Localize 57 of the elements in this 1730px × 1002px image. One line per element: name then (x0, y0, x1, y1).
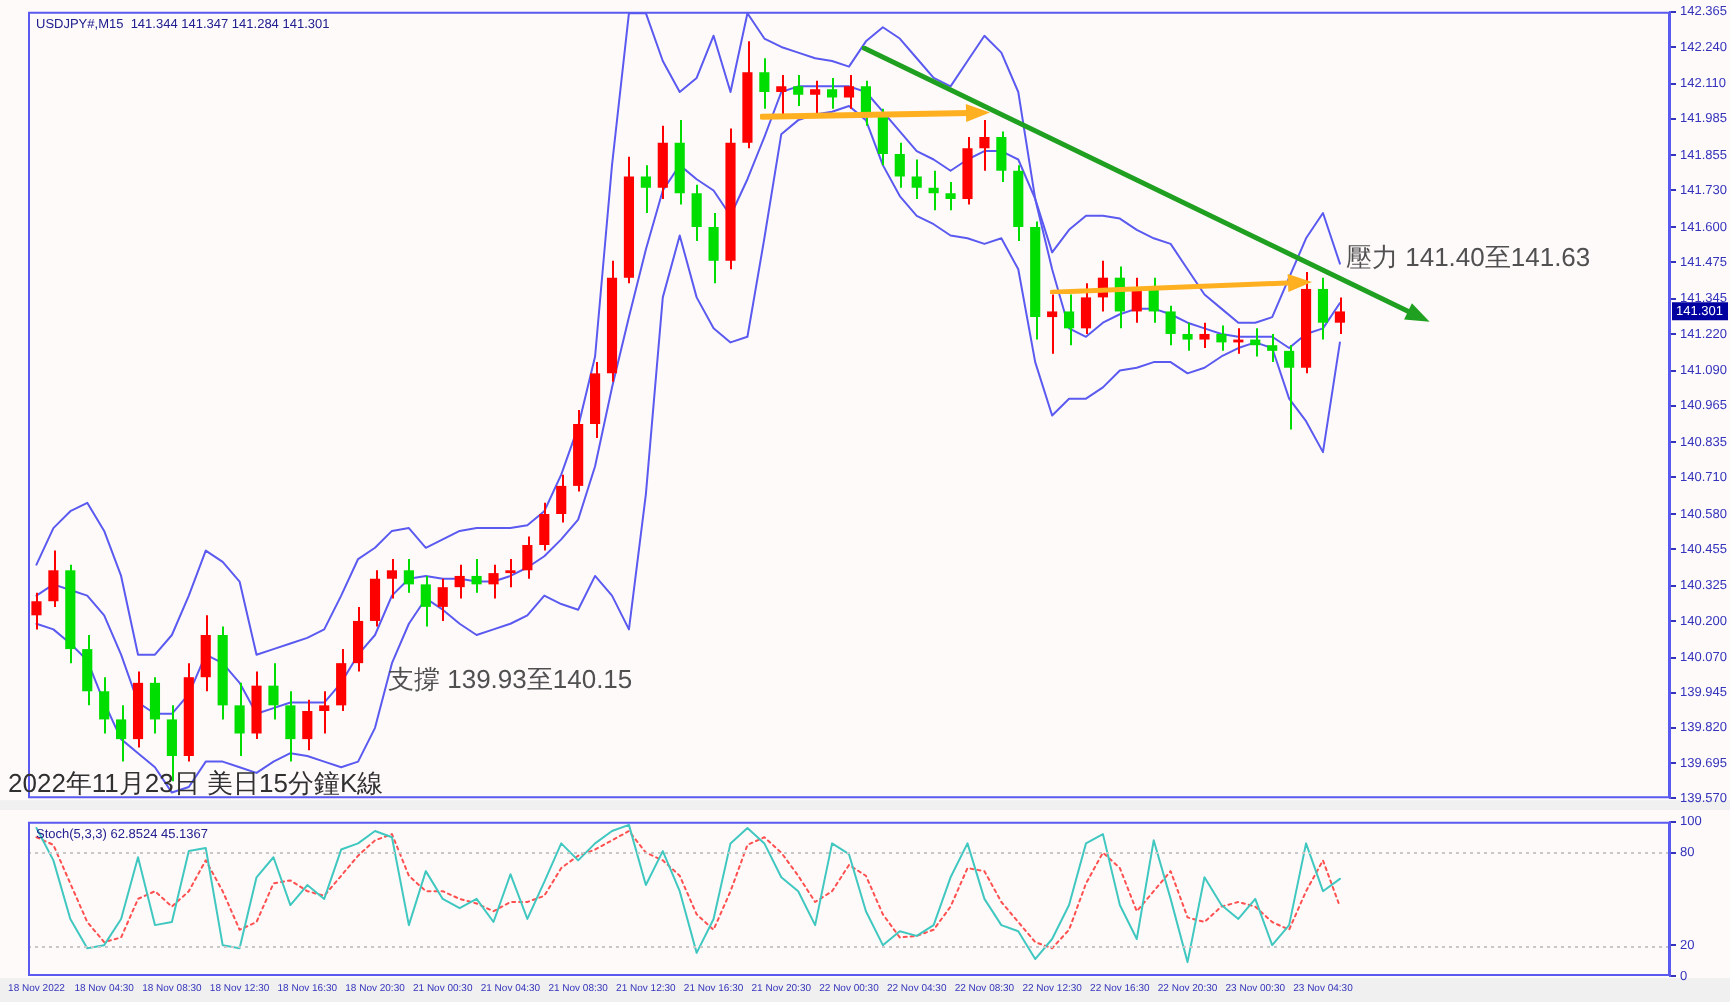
candlestick (556, 473, 567, 524)
candlestick (877, 107, 888, 167)
candlestick (505, 558, 516, 589)
annotation: 壓力 141.40至141.63 (1346, 242, 1591, 272)
candlestick (945, 181, 956, 212)
candlestick (200, 614, 211, 693)
candlestick (911, 158, 922, 200)
candlestick (657, 124, 668, 200)
candlestick (522, 535, 533, 580)
candlestick (1317, 276, 1329, 341)
candlestick (1334, 296, 1345, 335)
candlestick (82, 634, 93, 707)
candlestick (251, 670, 262, 741)
candlestick (302, 698, 313, 752)
candlestick (1063, 293, 1075, 347)
candlestick (268, 662, 279, 721)
candlestick (996, 130, 1007, 184)
candlestick (810, 79, 821, 116)
candlestick (285, 690, 296, 763)
candlestick (319, 690, 330, 735)
annotation: 支撐 139.93至140.15 (388, 664, 633, 694)
candlestick (894, 141, 905, 189)
candlestick (369, 569, 381, 628)
candlestick (234, 681, 245, 757)
candlestick (149, 676, 161, 735)
candlestick (691, 183, 702, 243)
candlestick (1182, 321, 1193, 352)
candlestick (860, 79, 872, 127)
candlestick (1080, 282, 1092, 335)
candlestick (1267, 332, 1278, 364)
candlestick (979, 119, 990, 172)
candlestick (826, 76, 838, 110)
candlestick (116, 704, 127, 763)
candlestick (437, 577, 448, 622)
candlestick (336, 648, 347, 712)
candlestick (843, 74, 855, 110)
candlestick (1284, 344, 1295, 431)
candlestick (488, 563, 499, 600)
candlestick (708, 211, 719, 285)
candlestick (99, 676, 110, 735)
candlestick (454, 563, 465, 600)
candlestick (776, 74, 787, 116)
candlestick (1216, 324, 1227, 352)
candlestick (353, 605, 364, 673)
candlestick (1165, 304, 1176, 347)
candlestick (403, 558, 414, 594)
candlestick (420, 574, 431, 628)
candlestick (31, 591, 42, 631)
candlestick (1199, 321, 1210, 350)
candlestick (793, 74, 804, 108)
candlestick (386, 558, 398, 600)
candlestick (1047, 293, 1058, 355)
candlestick (471, 558, 482, 594)
candlestick (539, 501, 550, 552)
candlestick (48, 549, 59, 608)
candlestick (759, 57, 770, 110)
candlestick (640, 164, 651, 214)
